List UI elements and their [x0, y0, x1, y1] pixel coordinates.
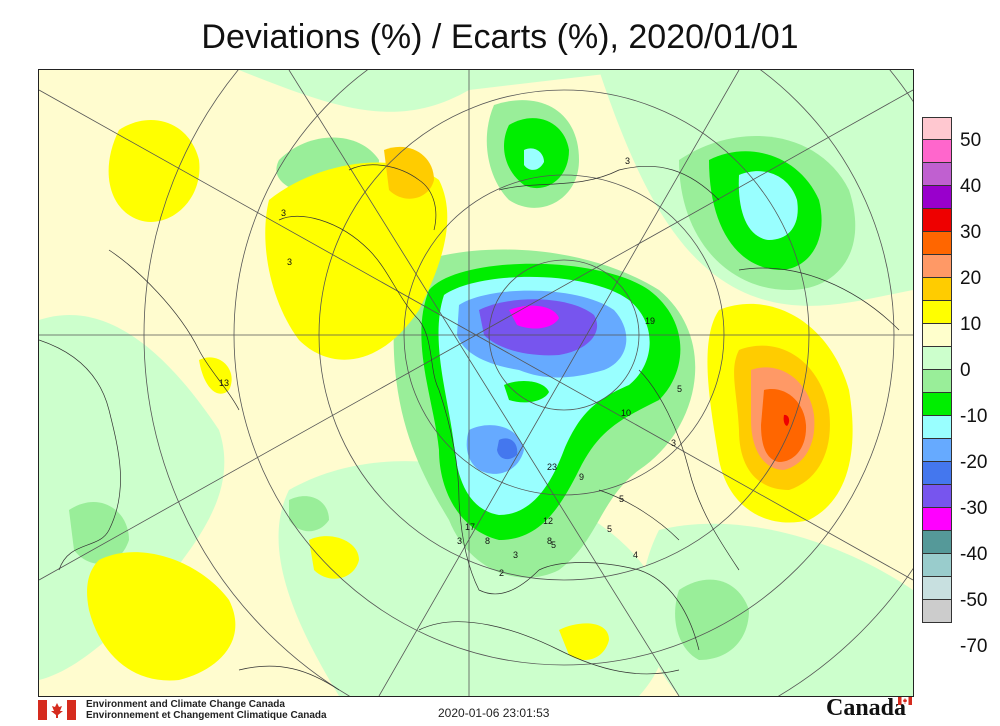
legend-swatch — [922, 393, 952, 416]
legend-swatch — [922, 462, 952, 485]
legend-label: -20 — [960, 452, 988, 473]
station-value: 2 — [499, 568, 504, 578]
station-value: 5 — [619, 494, 624, 504]
canada-flag-icon — [38, 700, 76, 720]
map-canvas: 3 3 3 13 19 5 10 3 23 9 5 12 5 8 3 2 17 … — [39, 70, 913, 696]
station-value: 12 — [543, 516, 553, 526]
station-value: 23 — [547, 462, 557, 472]
station-value: 5 — [677, 384, 682, 394]
station-value: 3 — [625, 156, 630, 166]
legend-label: -10 — [960, 406, 988, 427]
coastlines — [39, 164, 900, 691]
legend-swatch — [922, 255, 952, 278]
legend-label: 0 — [960, 360, 971, 381]
org-name-fr: Environnement et Changement Climatique C… — [86, 710, 327, 721]
legend-swatch — [922, 117, 952, 140]
legend-label: -50 — [960, 590, 988, 611]
station-value: 3 — [671, 438, 676, 448]
legend-swatch — [922, 347, 952, 370]
legend-swatch — [922, 140, 952, 163]
legend-label: -30 — [960, 498, 988, 519]
legend-swatch — [922, 232, 952, 255]
footer-organization: Environment and Climate Change Canada En… — [86, 699, 327, 721]
legend-swatch — [922, 186, 952, 209]
legend-swatch — [922, 416, 952, 439]
station-value: 3 — [281, 208, 286, 218]
legend-swatch — [922, 439, 952, 462]
legend-label: 30 — [960, 222, 982, 243]
station-values: 3 3 3 13 19 5 10 3 23 9 5 12 5 8 3 2 17 … — [219, 156, 682, 578]
legend-swatch — [922, 508, 952, 531]
station-value: 5 — [607, 524, 612, 534]
station-value: 3 — [513, 550, 518, 560]
legend-swatch — [922, 600, 952, 623]
legend-label: 40 — [960, 176, 982, 197]
legend-label: 10 — [960, 314, 982, 335]
legend-label: 20 — [960, 268, 982, 289]
legend-swatch — [922, 485, 952, 508]
legend-swatch — [922, 577, 952, 600]
legend-label: -70 — [960, 636, 988, 657]
org-name-en: Environment and Climate Change Canada — [86, 699, 285, 710]
legend-swatch — [922, 370, 952, 393]
generation-timestamp: 2020-01-06 23:01:53 — [438, 706, 550, 720]
legend-label: 50 — [960, 130, 982, 151]
station-value: 3 — [287, 257, 292, 267]
station-value: 3 — [457, 536, 462, 546]
legend-swatch — [922, 209, 952, 232]
legend-swatch — [922, 278, 952, 301]
station-value: 13 — [219, 378, 229, 388]
wordmark-flag-icon — [898, 697, 912, 705]
station-value: 4 — [633, 550, 638, 560]
legend-swatch — [922, 554, 952, 577]
legend-swatch — [922, 531, 952, 554]
station-value: 8 — [485, 536, 490, 546]
legend-swatch — [922, 163, 952, 186]
station-value: 17 — [465, 522, 475, 532]
canada-wordmark: Canada — [826, 695, 907, 721]
ozone-deviation-map: 3 3 3 13 19 5 10 3 23 9 5 12 5 8 3 2 17 … — [38, 69, 914, 697]
station-value: 19 — [645, 316, 655, 326]
station-value: 5 — [551, 540, 556, 550]
legend-swatch — [922, 301, 952, 324]
color-legend — [922, 117, 952, 623]
legend-swatch — [922, 324, 952, 347]
graticule — [39, 70, 913, 696]
station-value: 8 — [547, 536, 552, 546]
station-value: 10 — [621, 408, 631, 418]
station-value: 9 — [579, 472, 584, 482]
map-title: Deviations (%) / Ecarts (%), 2020/01/01 — [201, 18, 799, 56]
legend-label: -40 — [960, 544, 988, 565]
